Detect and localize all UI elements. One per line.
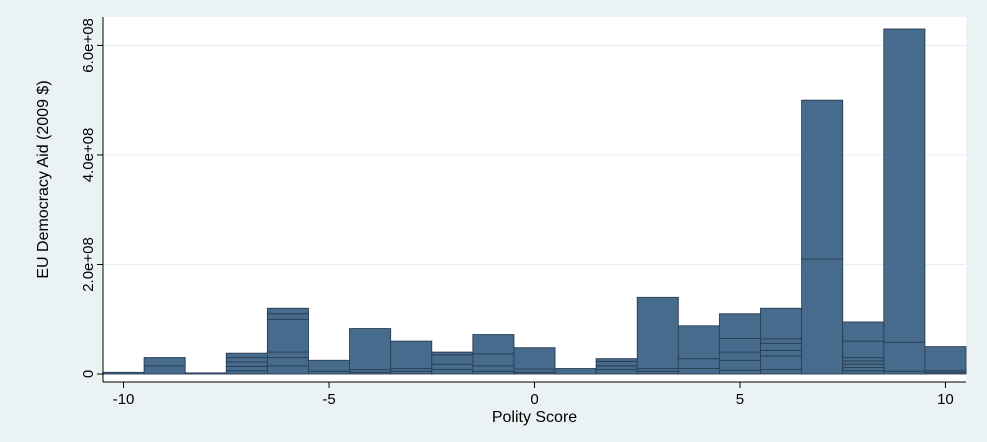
bar-segment (842, 321, 885, 342)
bar-segment (677, 368, 720, 375)
bar-segment (677, 358, 720, 369)
bar-segment (595, 365, 638, 371)
bar-segment (595, 369, 638, 375)
bar-segment (143, 357, 186, 367)
bar-segment (842, 363, 885, 368)
bar-segment (513, 368, 556, 373)
x-tick-label: 0 (530, 391, 538, 408)
bar-segment (143, 365, 186, 375)
bar-bin-5 (718, 313, 761, 375)
bar-segment (266, 313, 309, 320)
bar-segment (718, 369, 761, 375)
bar-bin-9 (883, 28, 926, 375)
bar-segment (390, 340, 433, 369)
bar-segment (225, 357, 268, 363)
x-tick-label: 10 (937, 391, 954, 408)
x-tick-label: -5 (322, 391, 335, 408)
bar-segment (431, 363, 474, 371)
bar-segment (883, 28, 926, 343)
bar-segment (760, 350, 803, 357)
bar-bin-8 (842, 321, 885, 375)
bar-segment (842, 366, 885, 372)
bar-bin--10 (102, 371, 145, 375)
bar-segment (801, 99, 844, 260)
x-tick-label: -10 (113, 391, 135, 408)
bar-segment (760, 338, 803, 344)
bar-segment (102, 371, 145, 375)
bar-segment (431, 369, 474, 375)
bar-segment (924, 346, 967, 372)
bar-segment (349, 328, 392, 371)
bar-segment (472, 334, 515, 355)
bar-segment (225, 361, 268, 367)
bar-bin-10 (924, 346, 967, 375)
bar-segment (431, 354, 474, 365)
bar-segment (636, 296, 679, 369)
bar-bin-7 (801, 99, 844, 375)
y-axis-title: EU Democracy Aid (2009 $) (35, 80, 52, 278)
bar-segment (513, 347, 556, 370)
bar-segment (184, 372, 227, 375)
bar-segment (266, 318, 309, 353)
bar-segment (472, 353, 515, 367)
axes: 0 2.0e+08 4.0e+08 6.0e+08 -10 -5 0 5 10 (80, 17, 966, 408)
bar-segment (595, 358, 638, 362)
bar-bin--7 (225, 352, 268, 375)
bar-bin--8 (184, 372, 227, 375)
bar-segment (718, 337, 761, 353)
bar-segment (266, 365, 309, 375)
bar-segment (842, 357, 885, 362)
y-tick-label: 0 (80, 370, 97, 378)
bar-segment (266, 351, 309, 359)
bar-bin--1 (472, 334, 515, 375)
bar-bin--2 (431, 351, 474, 375)
bar-segment (431, 351, 474, 356)
bar-segment (760, 342, 803, 351)
x-tick-label: 5 (736, 391, 744, 408)
bar-segment (718, 351, 761, 361)
bar-segment (472, 365, 515, 372)
bar-segment (225, 370, 268, 375)
bar-bin-3 (636, 296, 679, 375)
bar-segment (718, 313, 761, 339)
bar-segment (760, 307, 803, 340)
y-tick-label: 2.0e+08 (80, 237, 97, 292)
bar-segment (266, 357, 309, 367)
bar-bin-4 (677, 325, 720, 375)
bar-segment (760, 355, 803, 371)
bar-segment (760, 369, 803, 375)
bars (102, 28, 967, 375)
bar-bin--3 (390, 340, 433, 375)
bar-segment (883, 341, 926, 372)
bar-segment (842, 370, 885, 375)
bar-segment (554, 368, 597, 375)
y-tick-label: 6.0e+08 (80, 18, 97, 73)
bar-segment (801, 258, 844, 375)
y-tick-label: 4.0e+08 (80, 128, 97, 183)
bar-segment (266, 307, 309, 315)
bar-segment (842, 340, 885, 359)
bar-bin--9 (143, 357, 186, 375)
bar-bin-2 (595, 358, 638, 375)
bar-bin--5 (308, 359, 351, 375)
x-axis-title: Polity Score (492, 409, 577, 426)
bar-segment (308, 359, 351, 372)
bar-bin--6 (266, 307, 309, 375)
bar-bin-0 (513, 347, 556, 375)
bar-segment (842, 360, 885, 365)
bar-segment (718, 359, 761, 371)
bar-segment (225, 365, 268, 372)
bar-segment (595, 360, 638, 367)
bar-bin-6 (760, 307, 803, 375)
bar-bin-1 (554, 368, 597, 375)
bar-bin--4 (349, 328, 392, 375)
bar-segment (677, 325, 720, 360)
bar-segment (225, 352, 268, 359)
